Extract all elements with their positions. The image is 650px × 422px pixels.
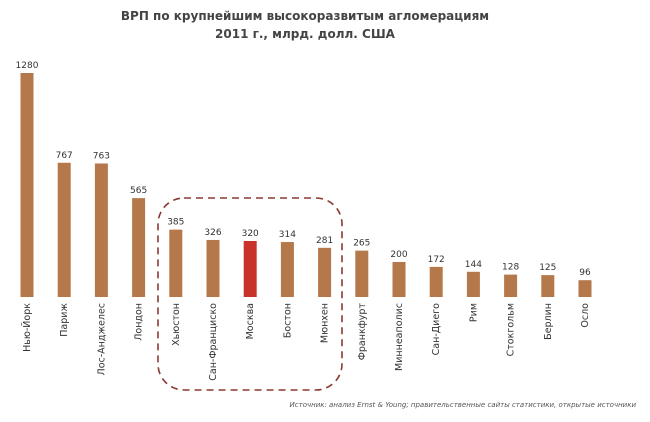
value-label: 326: [204, 228, 221, 238]
bar: [541, 275, 555, 297]
value-label: 385: [167, 218, 184, 228]
bar: [20, 73, 34, 297]
value-label: 200: [390, 250, 407, 260]
value-label: 767: [56, 151, 73, 161]
value-label: 125: [539, 263, 556, 273]
bar: [169, 229, 183, 297]
value-label: 144: [465, 260, 482, 270]
source-note: Источник: анализ Ernst & Young; правител…: [290, 401, 637, 409]
x-tick-label: Нью-Йорк: [21, 303, 33, 352]
x-tick-label: Миннеаполис: [394, 303, 405, 371]
bar: [318, 247, 332, 297]
x-tick-label: Лос-Анджелес: [96, 303, 107, 375]
x-tick-label: Москва: [245, 303, 256, 339]
x-tick-label: Осло: [580, 303, 591, 328]
x-tick-label: Мюнхен: [320, 303, 331, 343]
value-label: 172: [428, 255, 445, 265]
value-label: 128: [502, 263, 519, 273]
value-label: 320: [242, 229, 259, 239]
value-label: 96: [579, 268, 591, 278]
bar: [578, 280, 592, 297]
bar: [206, 239, 220, 297]
chart-title: ВРП по крупнейшим высокоразвитым агломер…: [121, 9, 489, 23]
highlight-frame: [157, 197, 343, 391]
x-tick-label: Сан-Диего: [431, 303, 442, 356]
value-label: 281: [316, 236, 333, 246]
value-label: 314: [279, 230, 296, 240]
x-tick-label: Рим: [468, 303, 479, 322]
value-label: 265: [353, 239, 370, 249]
bar: [94, 163, 108, 297]
bar: [57, 162, 71, 297]
bar: [429, 266, 443, 297]
x-tick-label: Берлин: [543, 303, 554, 340]
bar: [280, 242, 294, 297]
x-tick-label: Париж: [59, 303, 70, 337]
chart-subtitle: 2011 г., млрд. долл. США: [215, 27, 396, 41]
bar: [504, 274, 518, 297]
x-tick-label: Бостон: [282, 303, 293, 338]
x-tick-label: Хьюстон: [171, 303, 182, 346]
bar: [392, 262, 406, 297]
value-label: 1280: [16, 61, 39, 71]
x-tick-label: Лондон: [134, 303, 145, 341]
value-label: 763: [93, 151, 110, 161]
bar: [466, 271, 480, 297]
x-tick-label: Сан-Франциско: [208, 303, 219, 381]
value-label: 565: [130, 186, 147, 196]
bar: [355, 250, 369, 297]
bar: [132, 198, 146, 297]
bar: [243, 241, 257, 297]
x-tick-label: Стокгольм: [506, 303, 517, 356]
x-tick-label: Франкфурт: [357, 303, 368, 361]
